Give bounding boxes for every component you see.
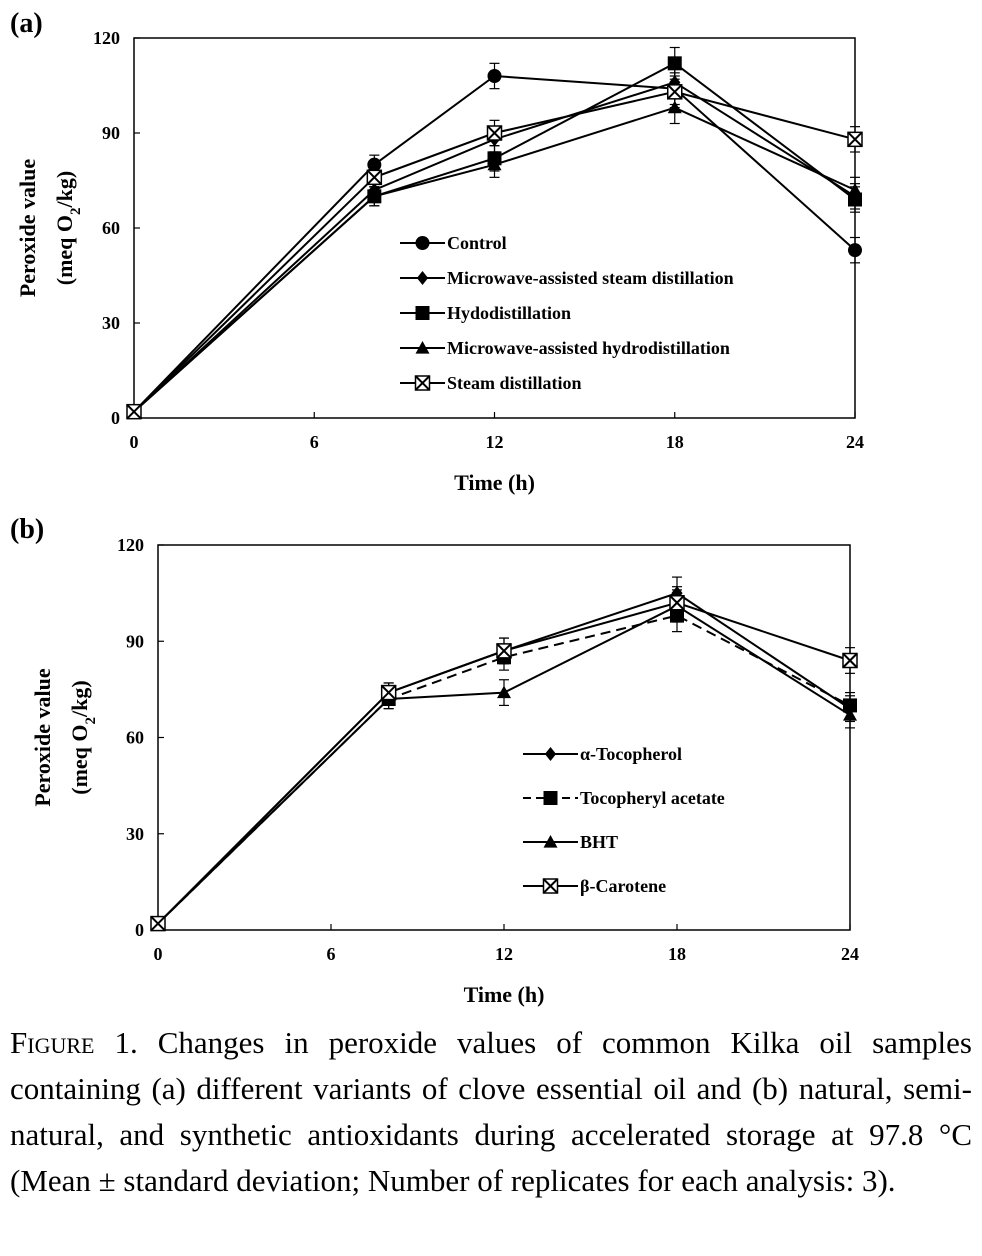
panel-a-x-axis-title: Time (h) [454, 470, 535, 495]
panel-b-series-3-point-1-cross-2 [380, 684, 397, 701]
panel-a-series-3-point-2 [487, 157, 502, 171]
panel-b-legend-marker-0 [544, 747, 557, 761]
panel-a-legend-label-1: Microwave-assisted steam distillation [447, 268, 734, 288]
panel-a-series-2-point-3 [667, 56, 682, 71]
panel-a-legend-marker-4-cross-2 [414, 375, 431, 391]
panel-b-plot-frame [157, 544, 851, 931]
panel-b-legend-label-1: Tocopheryl acetate [580, 788, 725, 808]
panel-a-series-0-point-2 [487, 69, 502, 83]
panel-b-series-3-point-3 [669, 595, 685, 611]
panel-b-series-2-point-2 [497, 685, 511, 699]
panel-b-xtick-label: 0 [154, 944, 163, 964]
panel-a-series-4-point-3-cross-2 [667, 84, 683, 100]
panel-a-legend-marker-3 [415, 341, 430, 354]
panel-a-legend-label-0: Control [447, 233, 507, 253]
panel-a-plot-frame [133, 37, 856, 419]
panel-a-series-0-point-4 [848, 243, 862, 258]
panel-b-ytick-label: 60 [126, 728, 144, 748]
panel-b-legend-label-2: BHT [580, 832, 618, 852]
panel-a-ytick-label: 60 [102, 218, 120, 238]
panel-a-series-4 [126, 75, 863, 420]
panel-a-series-4-point-4 [847, 131, 863, 148]
panel-a-series-3-point-4 [848, 183, 862, 196]
figure-caption: Figure 1. Changes in peroxide values of … [10, 1020, 972, 1204]
panel-a-ytick-label: 0 [111, 408, 120, 428]
panel-a-series-4-point-1-cross-2 [366, 169, 383, 186]
panel-a-legend: Control Microwave-assisted steam distilla… [400, 233, 734, 393]
panel-a-legend-marker-1 [416, 271, 429, 285]
panel-a-xtick-label: 24 [846, 432, 864, 452]
panel-a-series-4-point-2-cross-2 [486, 125, 503, 141]
panel-a-legend-marker-0 [415, 236, 430, 250]
panel-a-legend-marker-2 [415, 306, 430, 320]
panel-b-xtick-label: 6 [327, 944, 336, 964]
panel-b-series-3-point-4 [842, 652, 858, 669]
panel-a-series-4-point-4-cross-2 [847, 131, 863, 148]
panel-a-label: (a) [10, 8, 43, 39]
panel-b-series-3 [150, 586, 858, 932]
panel-a-series-3-point-1 [367, 189, 382, 202]
panel-b-y-axis-title-line2: (meq O2/kg) [67, 680, 99, 794]
panel-b-series-0 [152, 576, 856, 931]
panel-a-legend-label-3: Microwave-assisted hydrodistillation [447, 338, 730, 358]
panel-a-legend-label-4: Steam distillation [447, 373, 582, 393]
panel-b-ytick-label: 30 [126, 824, 144, 844]
panel-b-legend-marker-2 [543, 835, 558, 848]
panel-a-ytick-label: 120 [93, 28, 120, 48]
panel-a-series-4-point-0-cross-2 [126, 403, 142, 420]
panel-b-x-axis-title: Time (h) [464, 982, 545, 1007]
panel-b-series-3-point-3-cross-2 [669, 595, 685, 611]
panel-a-legend-label-2: Hydodistillation [447, 303, 571, 323]
panel-a-legend-marker-4 [414, 375, 431, 391]
panel-a-y-axis-title-line2: (meq O2/kg) [52, 171, 84, 285]
panel-a-xtick-label: 6 [310, 432, 319, 452]
panel-a-series-4-point-2 [486, 125, 503, 141]
panel-b-series-3-point-0-cross-2 [150, 915, 166, 932]
panel-b-xtick-label: 12 [495, 944, 513, 964]
panel-b-xtick-label: 24 [841, 944, 859, 964]
panel-b-series-3-point-1 [380, 684, 397, 701]
panel-b-xtick-label: 18 [668, 944, 686, 964]
panel-a-ytick-label: 90 [102, 123, 120, 143]
panel-b-ytick-label: 90 [126, 631, 144, 651]
panel-b-legend-marker-1 [543, 791, 558, 805]
caption-text: 1. Changes in peroxide values of common … [10, 1025, 972, 1198]
panel-a-y-axis-title-line1: Peroxide value [15, 159, 40, 298]
panel-b-series-2-point-4 [843, 708, 857, 721]
chart-panel-a: (a) 0 30 60 90 120 0 6 12 18 24 Time (h) Peroxide va… [10, 8, 864, 495]
panel-a-xtick-label: 0 [130, 432, 139, 452]
panel-b-series-3-point-0 [150, 915, 166, 932]
panel-a-series-4-point-1 [366, 169, 383, 186]
panel-b-legend-label-3: β-Carotene [580, 876, 666, 896]
caption-lead: Figure [10, 1025, 95, 1060]
panel-b-legend: α-Tocopherol Tocopheryl acetate BHT β-Carot… [523, 744, 725, 896]
panel-a-xtick-label: 18 [666, 432, 684, 452]
panel-b-legend-marker-3 [542, 878, 559, 894]
panel-a-xtick-label: 12 [486, 432, 504, 452]
panel-b-series-3-point-2 [496, 643, 512, 659]
panel-b-legend-marker-3-cross-2 [542, 878, 559, 894]
panel-b-ytick-label: 120 [117, 535, 144, 555]
panel-a-series-4-point-0 [126, 403, 142, 420]
panel-a-ytick-label: 30 [102, 313, 120, 333]
panel-b-y-axis-title-line1: Peroxide value [30, 668, 55, 807]
panel-a-series-4-point-3 [667, 84, 683, 100]
panel-b-label: (b) [10, 514, 44, 545]
panel-b-series-3-point-2-cross-2 [496, 643, 512, 659]
chart-panel-b: (b) 0 30 60 90 120 0 6 12 18 24 Time (h) Peroxide va… [10, 514, 859, 1007]
panel-b-ytick-label: 0 [135, 920, 144, 940]
panel-b-legend-label-0: α-Tocopherol [580, 744, 682, 764]
panel-b-series-3-point-4-cross-2 [842, 652, 858, 669]
